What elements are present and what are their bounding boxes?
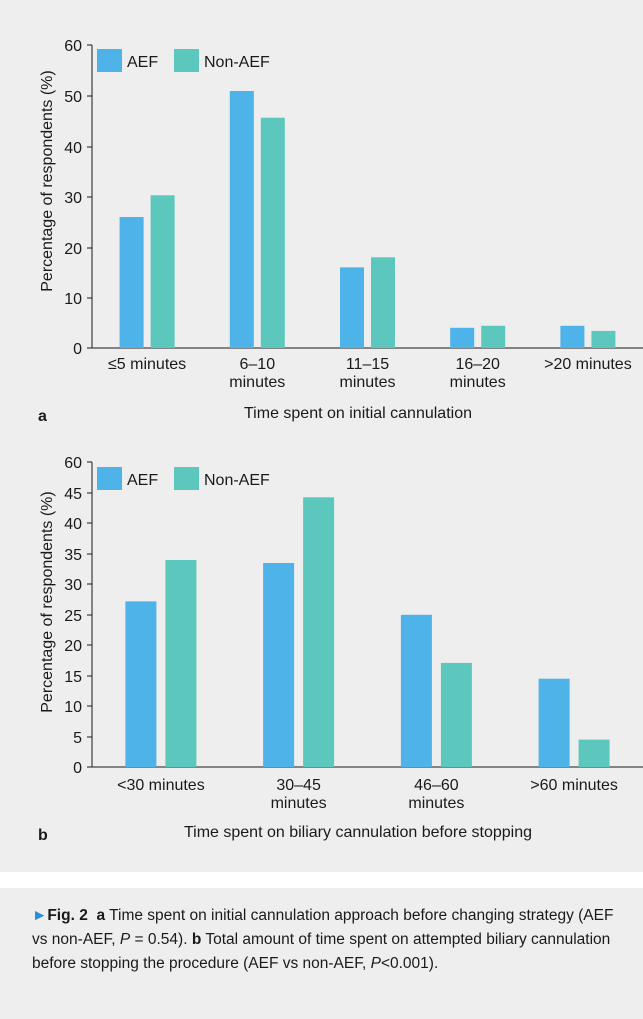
y-tick-label: 30: [64, 577, 82, 594]
category-label: minutes: [229, 374, 285, 391]
category-label: >60 minutes: [530, 777, 618, 794]
panel-label: b: [38, 827, 48, 844]
caption-a-p-value: = 0.54).: [130, 931, 192, 948]
bar-non-aef: [481, 325, 506, 348]
bar-non-aef: [578, 739, 610, 767]
caption-b-p-symbol: P: [370, 955, 381, 972]
legend-label: Non-AEF: [204, 54, 270, 71]
bar-non-aef: [165, 560, 197, 767]
legend-swatch-aef: [97, 467, 122, 490]
category-label: ≤5 minutes: [108, 356, 186, 373]
y-tick-label: 40: [64, 516, 82, 533]
chart-a: 0 10 20 30 40 50 60 Percentage of respondents (…: [38, 38, 643, 425]
y-tick-label: 60: [64, 38, 82, 55]
category-label: 46–60: [414, 777, 459, 794]
y-tick-label: 0: [73, 760, 82, 777]
category-label: minutes: [408, 795, 464, 812]
legend-label: Non-AEF: [204, 472, 270, 489]
y-axis-label: Percentage of respondents (%): [39, 491, 56, 712]
bar-non-aef: [303, 497, 335, 767]
y-axis-label: Percentage of respondents (%): [39, 70, 56, 291]
bar-aef: [340, 267, 364, 348]
y-tick-label: 35: [64, 547, 82, 564]
y-tick-label: 0: [73, 341, 82, 358]
category-label: minutes: [450, 374, 506, 391]
y-tick-label: 10: [64, 291, 82, 308]
bar-aef: [263, 563, 295, 767]
chart-b: 0 5 10 15 20 25 30 35 40 45 60 Percentage of respon…: [38, 455, 643, 844]
category-label: <30 minutes: [117, 777, 205, 794]
y-tick-label: 10: [64, 699, 82, 716]
caption-fig-label: Fig. 2: [47, 907, 88, 924]
legend-swatch-non-aef: [174, 467, 199, 490]
caption-b-p-value: <0.001).: [380, 955, 439, 972]
panel-label: a: [38, 408, 47, 425]
legend-swatch-non-aef: [174, 49, 199, 72]
y-tick-label: 15: [64, 669, 82, 686]
y-tick-label: 45: [64, 486, 82, 503]
bar-aef: [560, 325, 585, 348]
category-label: 30–45: [276, 777, 321, 794]
y-tick-label: 20: [64, 241, 82, 258]
caption-b-text: Total amount of time spent on attempted …: [32, 931, 611, 972]
caption-a-p-symbol: P: [119, 931, 131, 948]
y-tick-label: 50: [64, 89, 82, 106]
bar-aef: [125, 601, 157, 767]
bar-aef: [400, 614, 432, 767]
category-label: 6–10: [240, 356, 276, 373]
category-label: minutes: [271, 795, 327, 812]
y-tick-label: 5: [73, 730, 82, 747]
figure-panel: 0 10 20 30 40 50 60 Percentage of respondents (…: [0, 0, 643, 872]
category-label: 11–15: [346, 356, 389, 373]
bar-aef: [229, 91, 254, 348]
bar-non-aef: [591, 330, 616, 348]
caption-arrow-icon: ►: [32, 907, 48, 924]
y-tick-label: 20: [64, 638, 82, 655]
bar-aef: [119, 217, 144, 348]
y-tick-label: 25: [64, 608, 82, 625]
legend-swatch-aef: [97, 49, 122, 72]
y-tick-label: 40: [64, 140, 82, 157]
x-axis-label: Time spent on biliary cannulation before…: [184, 824, 532, 841]
bar-aef: [538, 678, 570, 767]
bar-aef: [450, 327, 475, 348]
caption-a-label: a: [96, 907, 106, 924]
category-label: 16–20: [455, 356, 500, 373]
bar-non-aef: [260, 117, 285, 348]
bar-non-aef: [440, 662, 472, 767]
caption-a-text: Time spent on initial cannulation approa…: [32, 907, 614, 948]
caption-b-label: b: [191, 931, 202, 948]
y-tick-label: 60: [64, 455, 82, 472]
category-label: >20 minutes: [544, 356, 632, 373]
bar-non-aef: [371, 257, 395, 348]
y-tick-label: 30: [64, 190, 82, 207]
legend-label: AEF: [127, 54, 158, 71]
legend-label: AEF: [127, 472, 158, 489]
bar-non-aef: [150, 195, 175, 348]
x-axis-label: Time spent on initial cannulation: [244, 405, 472, 422]
figure-caption: ►Fig. 2 a Time spent on initial cannulat…: [0, 888, 643, 1019]
category-label: minutes: [339, 374, 395, 391]
